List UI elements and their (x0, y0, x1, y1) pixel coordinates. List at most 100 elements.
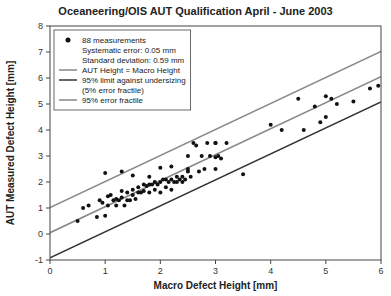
y-tick-label: 5 (38, 99, 43, 109)
x-tick-label: 1 (103, 266, 108, 276)
scatter-point (158, 166, 162, 170)
scatter-point (122, 203, 126, 207)
scatter-point (120, 170, 124, 174)
legend-label: Standard deviation: 0.59 mm (82, 56, 185, 65)
x-tick-label: 2 (158, 266, 163, 276)
scatter-point (128, 198, 132, 202)
x-tick (215, 260, 216, 264)
scatter-point (100, 201, 104, 205)
scatter-point (103, 171, 107, 175)
scatter-point (134, 197, 138, 201)
scatter-point (186, 167, 190, 171)
scatter-point (324, 94, 328, 98)
x-tick-label: 3 (213, 266, 218, 276)
scatter-point (186, 154, 190, 158)
legend-line (59, 79, 77, 81)
y-tick (46, 78, 50, 79)
y-tick-label: 6 (38, 73, 43, 83)
y-tick-label: 0 (38, 229, 43, 239)
y-tick-label: 4 (38, 125, 43, 135)
scatter-point (131, 193, 135, 197)
scatter-point (335, 102, 339, 106)
y-tick (46, 130, 50, 131)
y-tick-label: -1 (35, 255, 43, 265)
title: Oceaneering/OIS AUT Qualification April … (58, 5, 332, 17)
scatter-point (142, 189, 146, 193)
scatter-point (169, 188, 173, 192)
x-tick (105, 260, 106, 264)
y-tick-label: 2 (38, 177, 43, 187)
scatter-point (76, 219, 80, 223)
scatter-point (318, 120, 322, 124)
legend-label-line: 95% error fractile (82, 96, 143, 105)
scatter-point (313, 105, 317, 109)
scatter-point (147, 175, 151, 179)
scatter-point (351, 99, 355, 103)
scatter-point (214, 167, 218, 171)
scatter-point (296, 97, 300, 101)
scatter-point (189, 175, 193, 179)
scatter-point (219, 157, 223, 161)
y-tick (46, 260, 50, 261)
legend-label: AUT Height = Macro Height (82, 66, 181, 75)
chart: Oceaneering/OIS AUT Qualification April … (0, 0, 391, 296)
legend-line (59, 69, 77, 71)
x-tick (50, 260, 51, 264)
scatter-point (200, 154, 204, 158)
scatter-point (197, 170, 201, 174)
legend-box (54, 30, 191, 110)
scatter-point (241, 172, 245, 176)
y-tick (46, 208, 50, 209)
scatter-point (131, 188, 135, 192)
scatter-point (125, 190, 129, 194)
plot-area (50, 26, 381, 260)
reference-line (50, 102, 381, 258)
scatter-point (202, 167, 206, 171)
scatter-point (368, 86, 372, 90)
scatter-point (208, 154, 212, 158)
scatter-point (81, 206, 85, 210)
y-tick (46, 182, 50, 183)
x-tick-label: 5 (323, 266, 328, 276)
scatter-point (114, 203, 118, 207)
x-axis-label: Macro Defect Height [mm] (154, 280, 278, 291)
y-tick-label: 7 (38, 47, 43, 57)
legend-label-line: Systematic error: 0.05 mm (82, 46, 176, 55)
plot-frame (50, 26, 381, 260)
plot-marks (50, 51, 381, 257)
scatter-point (183, 177, 187, 181)
x-tick (270, 260, 271, 264)
legend-label-line: (5% error fractile) (82, 86, 144, 95)
x-tick (381, 260, 382, 264)
legend-label: 95% error fractile (82, 96, 143, 105)
scatter-point (136, 185, 140, 189)
scatter-point (214, 141, 218, 145)
scatter-point (269, 123, 273, 127)
scatter-point (120, 196, 124, 200)
y-tick (46, 156, 50, 157)
scatter-point (169, 164, 173, 168)
y-tick-label: 3 (38, 151, 43, 161)
scatter-point (164, 185, 168, 189)
legend-label-line: AUT Height = Macro Height (82, 66, 181, 75)
scatter-point (153, 188, 157, 192)
scatter-point (103, 214, 107, 218)
y-axis-label: AUT Measured Defect Height [mm] (5, 61, 16, 225)
scatter-point (324, 115, 328, 119)
y-tick (46, 234, 50, 235)
legend-label: 95% limit against undersizing(5% error f… (82, 76, 186, 95)
x-tick-label: 4 (268, 266, 273, 276)
scatter-point (106, 203, 110, 207)
legend: 88 measurementsSystematic error: 0.05 mm… (54, 30, 191, 110)
x-tick (325, 260, 326, 264)
scatter-point (194, 144, 198, 148)
scatter-point (95, 215, 99, 219)
x-tick-label: 0 (47, 266, 52, 276)
legend-marker (66, 38, 71, 43)
reference-line (50, 51, 381, 207)
scatter-point (158, 190, 162, 194)
scatter-point (131, 174, 135, 178)
legend-line (59, 99, 77, 101)
y-tick (46, 52, 50, 53)
scatter-point (214, 141, 218, 145)
